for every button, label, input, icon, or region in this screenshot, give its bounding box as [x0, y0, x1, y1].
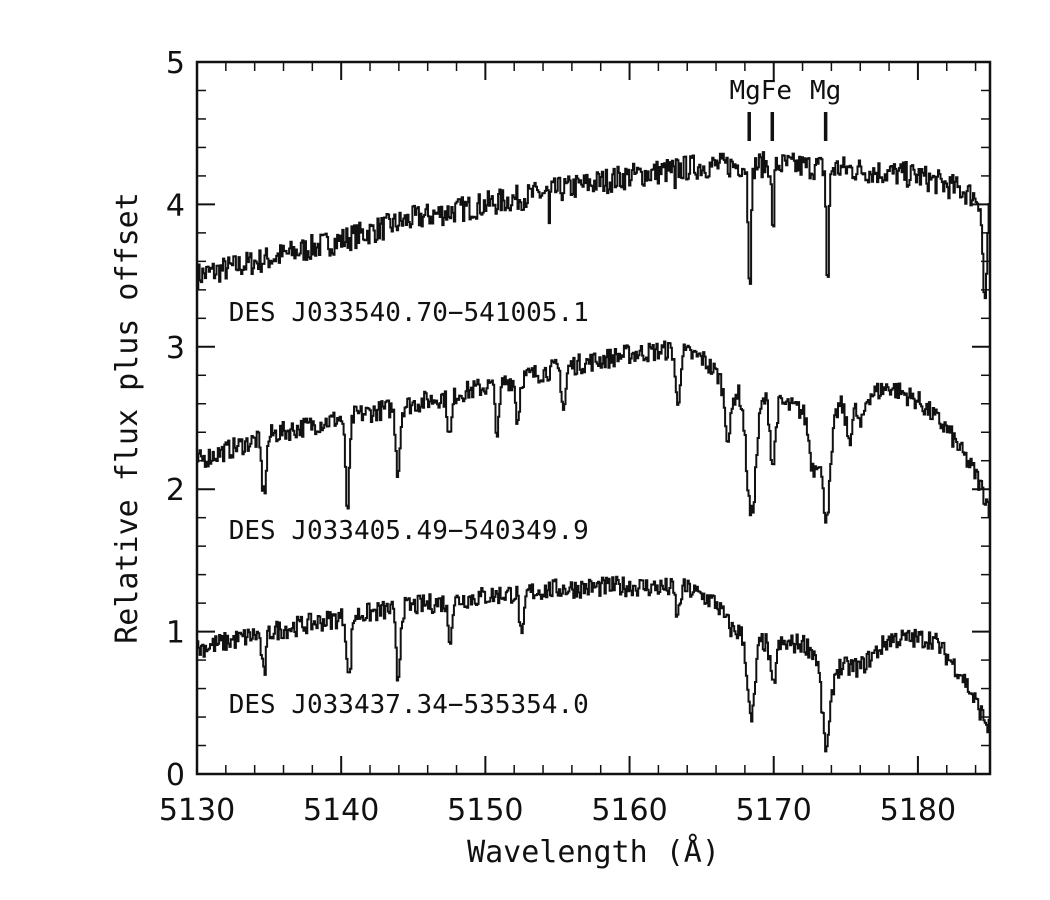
y-axis-title: Relative flux plus offset [110, 192, 145, 644]
line-marker-label: MgFe [729, 76, 792, 106]
y-tick-label: 1 [166, 616, 185, 651]
y-tick-label: 5 [166, 46, 185, 81]
spectrum-line-2 [197, 340, 991, 524]
spectrum-label-3: DES J033437.34−535354.0 [229, 690, 589, 720]
line-marker-label: Mg [810, 76, 841, 106]
label-layer: DES J033540.70−541005.1 DES J033405.49−54… [229, 298, 589, 720]
x-tick-label: 5140 [303, 793, 379, 828]
x-tick-label: 5150 [447, 793, 523, 828]
y-tick-label: 4 [166, 188, 185, 223]
plot-frame [195, 60, 992, 776]
x-tick-label: 5130 [159, 793, 235, 828]
marker-layer: MgFe Mg [729, 76, 841, 141]
spectrum-label-2: DES J033405.49−540349.9 [229, 516, 589, 546]
x-tick-label: 5160 [591, 793, 667, 828]
spectrum-label-1: DES J033540.70−541005.1 [229, 298, 589, 328]
x-axis-title: Wavelength (Å) [467, 834, 720, 870]
series-layer [197, 151, 991, 753]
spectrum-line-3 [197, 575, 991, 753]
y-tick-label: 2 [166, 473, 185, 508]
spectrum-line-1 [197, 151, 991, 300]
x-tick-label: 5170 [736, 793, 812, 828]
y-tick-label: 0 [166, 758, 185, 793]
y-tick-label: 3 [166, 331, 185, 366]
tick-layer: 5130 5140 5150 5160 5170 5180 0 1 2 3 4 5 [159, 46, 990, 828]
x-tick-label: 5180 [880, 793, 956, 828]
